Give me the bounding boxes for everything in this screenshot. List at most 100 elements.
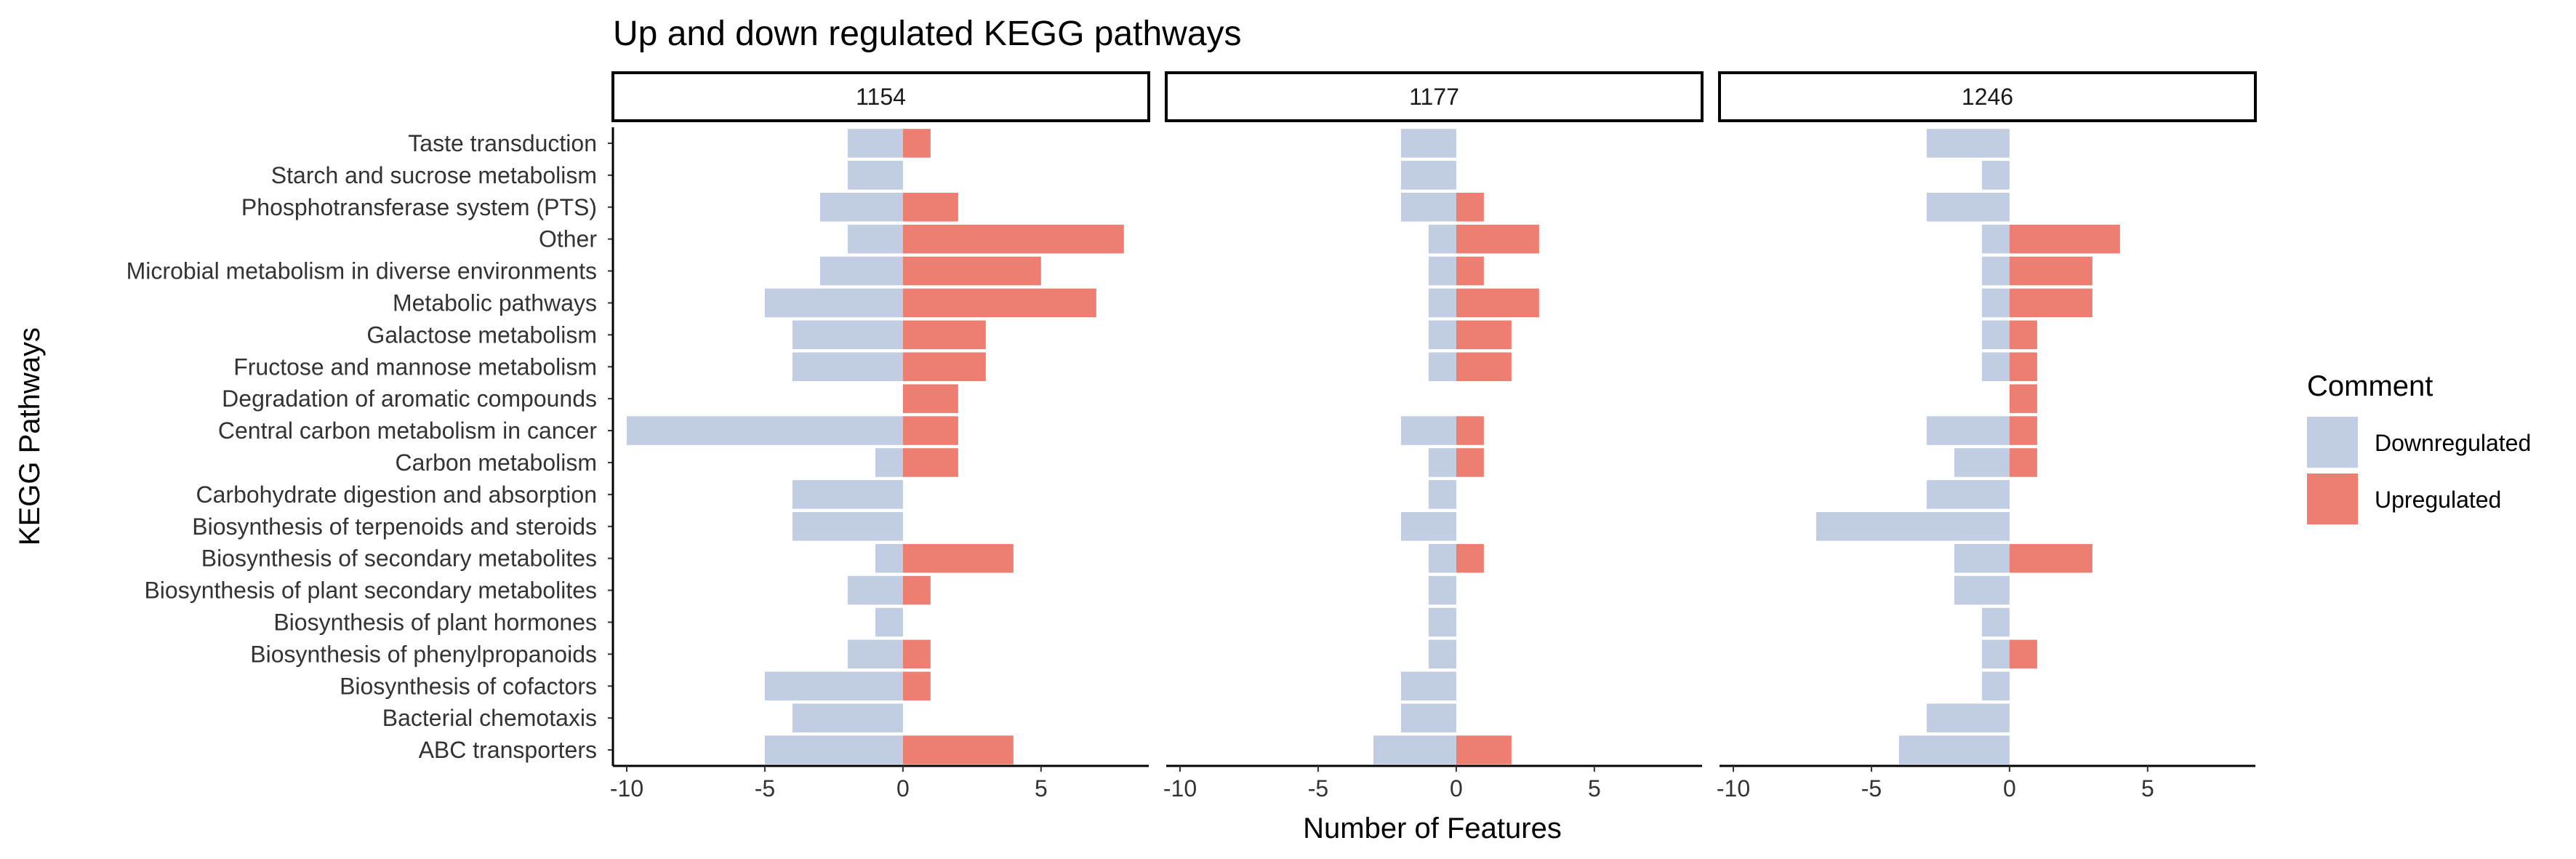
bar-downregulated [1981, 224, 2010, 254]
bar-downregulated [1954, 575, 2010, 605]
bar-downregulated [847, 639, 903, 669]
y-tick-label: ABC transporters [419, 737, 597, 763]
bar-upregulated [902, 256, 1041, 286]
y-tick-label: Starch and sucrose metabolism [271, 162, 597, 188]
bar-upregulated [1456, 352, 1512, 382]
x-tick-label: -10 [610, 775, 643, 802]
bar-downregulated [1981, 671, 2010, 701]
chart-title: Up and down regulated KEGG pathways [613, 15, 1242, 53]
bar-downregulated [1981, 352, 2010, 382]
bar-downregulated [819, 256, 903, 286]
bar-upregulated [902, 639, 931, 669]
y-tick-label: Biosynthesis of plant secondary metaboli… [144, 578, 597, 604]
bar-downregulated [1815, 511, 2010, 541]
bar-downregulated [626, 416, 903, 445]
facet-label: 1177 [1409, 84, 1459, 110]
bar-downregulated [1428, 256, 1456, 286]
bar-downregulated [1981, 256, 2010, 286]
bar-downregulated [1400, 129, 1456, 158]
bar-upregulated [1456, 256, 1484, 286]
bar-downregulated [1981, 607, 2010, 637]
bar-downregulated [1926, 480, 2010, 509]
bar-downregulated [1428, 224, 1456, 254]
bar-downregulated [764, 288, 903, 318]
y-tick-label: Galactose metabolism [366, 321, 597, 348]
bar-downregulated [792, 480, 903, 509]
bar-downregulated [1981, 161, 2010, 190]
bar-upregulated [2009, 256, 2093, 286]
bar-upregulated [902, 320, 986, 350]
bar-downregulated [1981, 639, 2010, 669]
legend: Comment Downregulated Upregulated [2307, 370, 2531, 524]
bar-downregulated [1954, 543, 2010, 573]
bar-downregulated [764, 735, 903, 764]
bar-upregulated [2009, 639, 2037, 669]
bar-downregulated [1926, 192, 2010, 222]
bar-downregulated [1428, 448, 1456, 477]
bar-upregulated [1456, 735, 1512, 764]
legend-key-downregulated [2307, 417, 2358, 468]
bar-upregulated [1456, 224, 1539, 254]
y-tick-label: Phosphotransferase system (PTS) [241, 194, 597, 220]
bar-upregulated [902, 192, 958, 222]
bar-downregulated [1428, 607, 1456, 637]
facet-label: 1154 [856, 84, 906, 110]
bar-upregulated [2009, 384, 2037, 413]
facet-strip [1718, 71, 2257, 122]
facet-label: 1246 [1962, 84, 2013, 110]
bar-upregulated [902, 735, 1014, 764]
bar-downregulated [875, 543, 903, 573]
bar-upregulated [902, 543, 1014, 573]
bar-downregulated [875, 607, 903, 637]
y-tick-label: Central carbon metabolism in cancer [218, 417, 597, 444]
x-tick-label: -5 [1308, 775, 1328, 802]
bar-downregulated [1898, 735, 2010, 764]
y-tick-label: Taste transduction [408, 130, 597, 156]
panel-1177: 1177 -10 -5 0 5 [1163, 71, 1704, 802]
bar-downregulated [1954, 448, 2010, 477]
bar-downregulated [1400, 511, 1456, 541]
bar-upregulated [902, 575, 931, 605]
panel-1154: 1154 -10 -5 0 5 [610, 71, 1150, 802]
bar-upregulated [902, 288, 1096, 318]
y-tick-label: Biosynthesis of phenylpropanoids [250, 641, 597, 667]
facet-panels: 1154 -10 -5 0 5 1177 -10 -5 0 5 1246 -10 -5 0 5 [610, 71, 2257, 802]
bar-upregulated [902, 671, 931, 701]
bar-downregulated [847, 129, 903, 158]
y-tick-label: Fructose and mannose metabolism [233, 353, 597, 380]
legend-label: Upregulated [2375, 487, 2501, 513]
bar-upregulated [1456, 288, 1539, 318]
bar-upregulated [2009, 543, 2093, 573]
bar-downregulated [764, 671, 903, 701]
x-tick-label: -5 [1861, 775, 1882, 802]
x-tick-label: 0 [896, 775, 910, 802]
y-tick-label: Degradation of aromatic compounds [222, 385, 597, 412]
y-tick-label: Carbohydrate digestion and absorption [196, 482, 597, 508]
y-tick-label: Biosynthesis of terpenoids and steroids [192, 514, 597, 540]
y-tick-label: Bacterial chemotaxis [382, 705, 597, 731]
bar-upregulated [902, 224, 1124, 254]
x-tick-label: -10 [1163, 775, 1197, 802]
bar-downregulated [1981, 288, 2010, 318]
x-tick-label: 0 [2003, 775, 2016, 802]
bar-downregulated [1428, 575, 1456, 605]
bar-downregulated [1400, 416, 1456, 445]
legend-label: Downregulated [2375, 430, 2531, 456]
bar-downregulated [792, 511, 903, 541]
bar-downregulated [847, 575, 903, 605]
y-axis-title: KEGG Pathways [14, 327, 46, 546]
legend-title: Comment [2307, 370, 2433, 402]
x-tick-label: 0 [1450, 775, 1463, 802]
x-tick-label: -5 [755, 775, 775, 802]
bar-upregulated [1456, 448, 1484, 477]
bar-downregulated [1926, 129, 2010, 158]
bar-downregulated [1428, 288, 1456, 318]
x-tick-label: 5 [1035, 775, 1048, 802]
bar-downregulated [1400, 703, 1456, 732]
bar-upregulated [2009, 288, 2093, 318]
bar-downregulated [1428, 320, 1456, 350]
bar-upregulated [2009, 224, 2120, 254]
bar-downregulated [819, 192, 903, 222]
bar-upregulated [1456, 192, 1484, 222]
